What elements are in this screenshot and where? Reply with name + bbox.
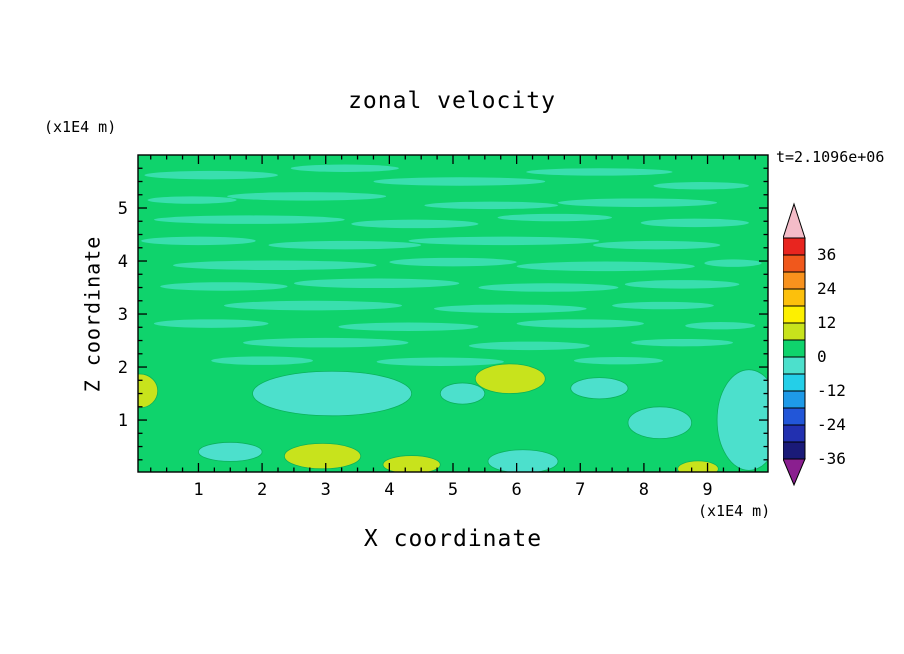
near-zero-streak [516,261,695,272]
y-tick-label: 2 [118,358,128,378]
near-zero-streak [227,192,387,201]
near-zero-streak [160,282,288,291]
colorbar: 36 24 12 0 -12 -24 -36 [783,202,846,487]
colorbar-tick-label: 12 [817,313,836,332]
tick-labels: 1 2 3 4 5 6 7 8 9 1 2 3 4 5 [118,199,713,500]
y-tick-label: 4 [118,252,128,272]
negative-band-patch [627,406,693,440]
near-zero-streak [408,236,600,246]
near-zero-streak [147,196,237,204]
near-zero-streak [153,319,269,328]
colorbar-tick-label: -24 [817,415,846,434]
near-zero-streak [338,322,479,331]
negative-band-patch [439,382,486,405]
y-tick-label: 1 [118,411,128,431]
near-zero-streak [144,170,278,180]
near-zero-streak [153,215,345,224]
chart-title: zonal velocity [348,88,556,114]
y-axis-units-label: (x1E4 m) [44,118,117,136]
y-tick-label: 5 [118,199,128,219]
near-zero-streak [433,304,587,313]
colorbar-segment [783,254,806,273]
colorbar-segment [783,441,806,460]
near-zero-streak [223,300,403,311]
negative-band-patch [570,377,629,400]
colorbar-segment [783,407,806,426]
colorbar-tick-label: 0 [817,347,827,366]
positive-band-patch [677,460,719,472]
near-zero-streak [293,278,460,289]
positive-band-patch [382,455,441,472]
colorbar-tick-label: -12 [817,381,846,400]
colorbar-segment [783,390,806,409]
colorbar-tick-label: -36 [817,449,846,468]
colorbar-arrow-top [783,202,806,239]
near-zero-streak [593,240,721,250]
x-tick-label: 2 [257,480,267,500]
near-zero-streak [141,236,256,246]
time-annotation: t=2.1096e+06 [776,148,885,166]
near-zero-streak [685,321,756,330]
near-zero-streak [243,337,409,348]
near-zero-streak [558,198,718,207]
colorbar-segment [783,305,806,324]
positive-band-patch [283,442,362,470]
colorbar-arrow-bottom [783,458,806,487]
colorbar-segment [783,237,806,256]
near-zero-streak [211,356,313,365]
near-zero-streak [624,280,740,289]
colorbar-tick-label: 24 [817,279,836,298]
negative-band-patch [716,369,768,471]
colorbar-segment [783,373,806,392]
x-axis-units-label: (x1E4 m) [698,502,771,520]
x-axis-title: X coordinate [363,526,543,552]
x-tick-label: 7 [575,480,585,500]
negative-band-patch [198,441,263,462]
near-zero-streak [573,356,663,365]
colorbar-segment [783,356,806,375]
x-tick-label: 9 [702,480,712,500]
near-zero-streak [376,357,504,366]
near-zero-streak [653,182,749,190]
near-zero-streak [424,201,558,210]
positive-band-patch [474,363,546,394]
near-zero-streak [389,257,517,267]
x-tick-label: 5 [448,480,458,500]
negative-band-patch [487,449,559,472]
colorbar-tick-label: 36 [817,245,836,264]
colorbar-segment [783,288,806,307]
near-zero-streak [468,341,590,351]
near-zero-streak [526,168,673,176]
colorbar-segment [783,322,806,341]
y-tick-label: 3 [118,305,128,325]
near-zero-streak [516,319,644,328]
negative-band-patch [252,370,413,417]
near-zero-streak [373,177,546,186]
x-tick-label: 8 [639,480,649,500]
x-tick-label: 4 [384,480,394,500]
near-zero-streak [631,338,733,347]
near-zero-streak [612,301,714,310]
x-tick-label: 1 [193,480,203,500]
x-tick-label: 6 [512,480,522,500]
x-tick-label: 3 [321,480,331,500]
contour-plot: 1 2 3 4 5 6 7 8 9 1 2 3 4 5 [118,154,769,500]
near-zero-streak [268,240,422,250]
colorbar-segment [783,424,806,443]
near-zero-streak [351,219,479,229]
near-zero-streak [478,283,619,292]
near-zero-streak [640,218,749,228]
near-zero-streak [173,260,377,271]
colorbar-segment [783,339,806,358]
near-zero-streak [497,213,613,222]
near-zero-streak [290,164,399,172]
axis-ticks [138,155,768,472]
colorbar-segment [783,271,806,290]
near-zero-streak [704,259,762,267]
positive-band-patch [138,373,159,409]
